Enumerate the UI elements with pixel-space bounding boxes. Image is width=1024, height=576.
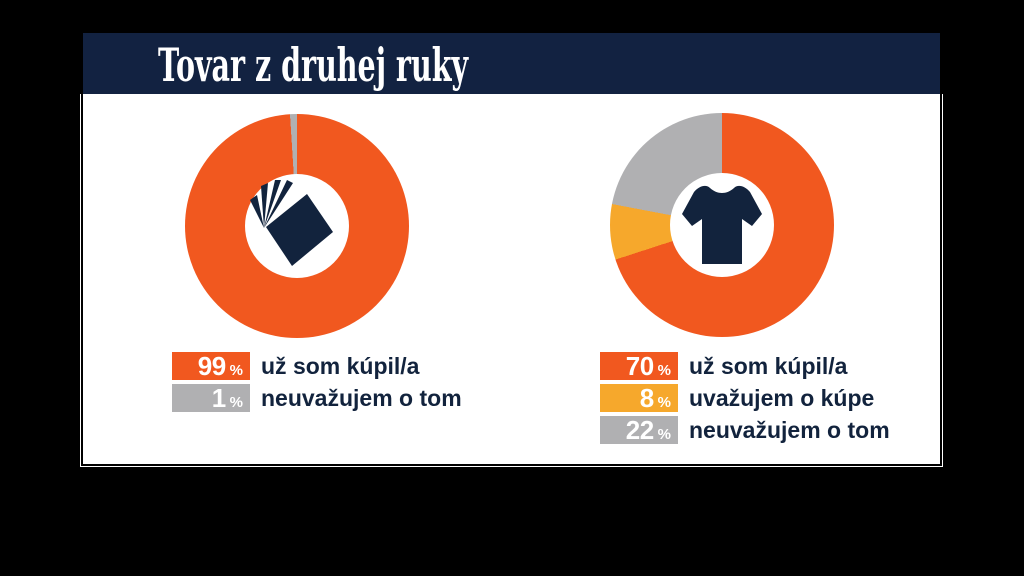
percent-value: 1 [211,383,226,413]
book-icon [250,180,333,266]
percent-value: 22 [625,415,654,445]
percent-chip: 8% [600,384,678,412]
percent-sign: % [657,362,671,379]
legend-row: 8% uvažujem o kúpe [600,384,890,412]
donut-chart-books [185,114,409,338]
legend-books: 99% už som kúpil/a 1% neuvažujem o tom [172,352,462,416]
legend-label: neuvažujem o tom [689,417,890,443]
percent-sign: % [229,362,243,379]
donut-hole [670,173,774,277]
percent-sign: % [657,394,671,411]
percent-chip: 22% [600,416,678,444]
legend-row: 70% už som kúpil/a [600,352,890,380]
legend-tshirts: 70% už som kúpil/a 8% uvažujem o kúpe 22… [600,352,890,448]
percent-value: 70 [625,351,654,381]
percent-sign: % [229,394,243,411]
percent-chip: 99% [172,352,250,380]
page-title: Tovar z druhej ruky [158,38,469,92]
legend-label: neuvažujem o tom [261,385,462,411]
tshirt-icon [682,185,762,264]
percent-chip: 70% [600,352,678,380]
legend-row: 1% neuvažujem o tom [172,384,462,412]
legend-row: 22% neuvažujem o tom [600,416,890,444]
legend-label: už som kúpil/a [261,353,420,379]
legend-label: uvažujem o kúpe [689,385,875,411]
percent-chip: 1% [172,384,250,412]
percent-value: 8 [639,383,654,413]
percent-value: 99 [197,351,226,381]
legend-row: 99% už som kúpil/a [172,352,462,380]
legend-label: už som kúpil/a [689,353,848,379]
header-bar: Tovar z druhej ruky [83,33,940,94]
donut-chart-tshirts [610,113,834,337]
percent-sign: % [657,426,671,443]
donut-hole [245,174,349,278]
infographic-card: Tovar z druhej ruky [80,33,943,467]
